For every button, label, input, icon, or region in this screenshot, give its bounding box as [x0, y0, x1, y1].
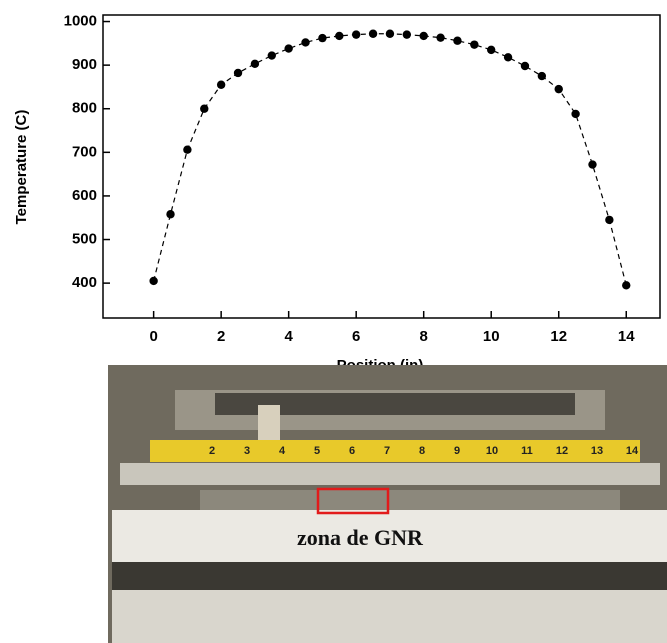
ruler-label: 13	[591, 445, 603, 457]
data-point	[233, 68, 243, 78]
ruler-label: 4	[279, 445, 286, 457]
x-tick-label: 14	[618, 328, 635, 345]
heating-element	[200, 490, 620, 512]
data-point	[351, 30, 361, 39]
data-point	[385, 29, 395, 38]
data-point	[503, 53, 513, 62]
lower-grille	[112, 562, 667, 590]
data-point	[183, 145, 192, 154]
data-point	[166, 210, 175, 219]
data-point	[622, 281, 631, 290]
data-point	[216, 80, 226, 89]
y-tick-label: 600	[72, 187, 97, 204]
ruler-label: 14	[626, 445, 639, 457]
vent-grille	[215, 393, 575, 415]
gnr-zone-box	[316, 487, 390, 515]
y-tick-label: 700	[72, 143, 97, 160]
ruler-label: 7	[384, 445, 390, 457]
data-point	[335, 31, 344, 41]
data-point	[200, 104, 209, 113]
data-point	[453, 36, 462, 45]
data-point	[149, 276, 158, 286]
y-axis-label: Temperature (C)	[13, 110, 30, 225]
data-point	[520, 61, 530, 71]
gnr-zone-label: zona de GNR	[297, 525, 424, 550]
x-tick-label: 12	[550, 328, 567, 345]
data-point	[301, 38, 310, 47]
data-point	[571, 109, 580, 119]
x-tick-label: 8	[420, 328, 428, 345]
x-tick-label: 0	[149, 328, 157, 345]
x-tick-label: 10	[483, 328, 500, 345]
data-point	[419, 31, 428, 41]
ruler-label: 6	[349, 445, 355, 457]
ruler-label: 12	[556, 445, 568, 457]
y-tick-label: 500	[72, 230, 97, 247]
x-tick-label: 6	[352, 328, 360, 345]
insulation-block	[112, 510, 667, 565]
data-point	[318, 33, 327, 43]
y-tick-label: 900	[72, 56, 97, 73]
tube	[120, 463, 660, 485]
data-point	[588, 160, 597, 169]
ruler-label: 9	[454, 445, 460, 457]
ruler-label: 5	[314, 445, 320, 457]
y-tick-label: 400	[72, 274, 97, 291]
front-panel	[112, 590, 667, 643]
ruler-label: 3	[244, 445, 250, 457]
data-point	[487, 45, 496, 55]
ruler-label: 8	[419, 445, 425, 457]
tape-measure	[150, 440, 640, 462]
data-point	[470, 40, 479, 49]
data-point	[537, 71, 547, 81]
data-point	[554, 84, 563, 94]
data-point	[250, 59, 260, 69]
x-tick-label: 4	[284, 328, 293, 345]
x-tick-label: 2	[217, 328, 225, 345]
series-line	[153, 33, 627, 286]
data-point	[605, 215, 614, 225]
data-point	[436, 33, 445, 42]
photo: zona de GNR 2 3 4 5 6 7 8 9 10 11 12 13 14	[108, 365, 667, 643]
plot-frame	[102, 14, 661, 319]
ruler-label: 2	[209, 445, 215, 457]
cable	[258, 405, 280, 450]
data-point	[402, 30, 412, 39]
y-tick-label: 800	[72, 100, 97, 117]
ruler-label: 11	[521, 445, 533, 457]
data-point	[284, 44, 293, 53]
data-point	[267, 51, 276, 60]
ruler-label: 10	[486, 445, 498, 457]
y-tick-label: 1000	[64, 13, 97, 30]
data-point	[368, 29, 378, 38]
